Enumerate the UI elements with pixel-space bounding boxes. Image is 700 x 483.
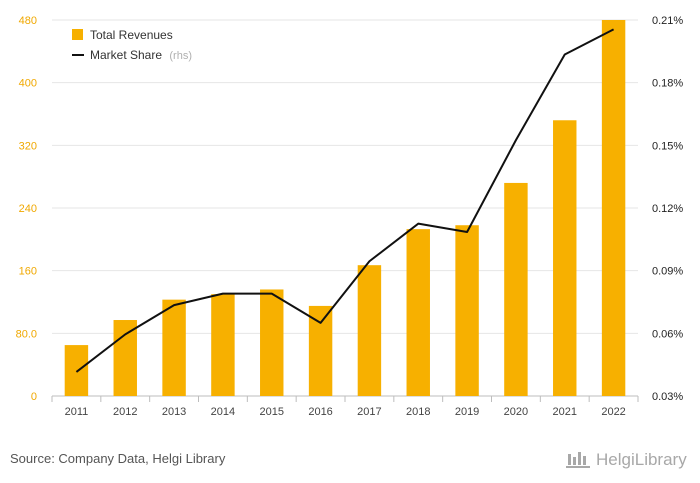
x-tick-label: 2022 [601,406,625,418]
left-tick-label: 400 [19,78,37,90]
right-tick-label: 0.21% [652,15,683,27]
x-tick-label: 2014 [211,406,235,418]
x-tick-label: 2020 [504,406,528,418]
x-tick-label: 2018 [406,406,430,418]
library-logo-icon [566,452,590,468]
right-tick-label: 0.15% [652,140,683,152]
left-tick-label: 80.0 [16,328,37,340]
right-axis: 0.03% 0.06% 0.09% 0.12% 0.15% 0.18% 0.21% [652,15,683,403]
legend-label-revenues: Total Revenues [90,28,173,42]
x-tick-label: 2012 [113,406,137,418]
bar-2011 [64,345,89,396]
bar-2017 [357,265,382,396]
left-tick-label: 480 [19,15,37,27]
bar-2015 [260,289,284,396]
source-note: Source: Company Data, Helgi Library [10,451,226,466]
market-share-line [75,28,615,373]
x-tick-label: 2015 [260,406,284,418]
right-tick-label: 0.06% [652,328,683,340]
x-tick-label: 2013 [162,406,186,418]
bar-2021 [553,120,577,397]
x-tick-label: 2021 [553,406,577,418]
svg-text:Market Share (rhs): Market Share (rhs) [90,48,192,62]
right-tick-label: 0.03% [652,391,683,403]
market-share-polyline [75,28,615,373]
x-tick-label: 2019 [455,406,479,418]
right-tick-label: 0.09% [652,266,683,278]
left-tick-label: 320 [19,140,37,152]
x-tick-label: 2016 [308,406,332,418]
bar-2022 [601,20,626,396]
left-tick-label: 160 [19,266,37,278]
bar-2016 [308,305,333,396]
right-tick-label: 0.18% [652,78,683,90]
x-tick-label: 2011 [65,406,89,418]
bar-2013 [162,299,186,396]
bar-2018 [406,229,430,396]
bars [64,20,626,397]
grid [52,19,638,397]
legend-label-market-share: Market Share [90,48,162,62]
bar-2014 [211,294,235,396]
right-tick-label: 0.12% [652,203,683,215]
bar-2019 [455,225,479,396]
bar-2012 [113,320,137,396]
bar-2020 [504,182,528,396]
legend-label-rhs: (rhs) [169,50,192,62]
x-tick-label: 2017 [357,406,381,418]
x-axis: 2011 2012 2013 2014 2015 2016 2017 2018 2019 2020… [51,396,639,418]
legend-swatch-revenues [72,29,83,40]
left-tick-label: 240 [19,203,37,215]
left-tick-label: 0 [31,391,37,403]
brand-logo: HelgiLibrary [566,449,687,471]
left-axis: 0 80.0 160 240 320 400 480 [16,15,37,403]
legend: Total Revenues Market Share (rhs) [72,28,192,62]
brand-name: HelgiLibrary [596,450,687,469]
chart: 0 80.0 160 240 320 400 480 0.03% 0.06% 0.09% 0.12… [16,15,684,418]
